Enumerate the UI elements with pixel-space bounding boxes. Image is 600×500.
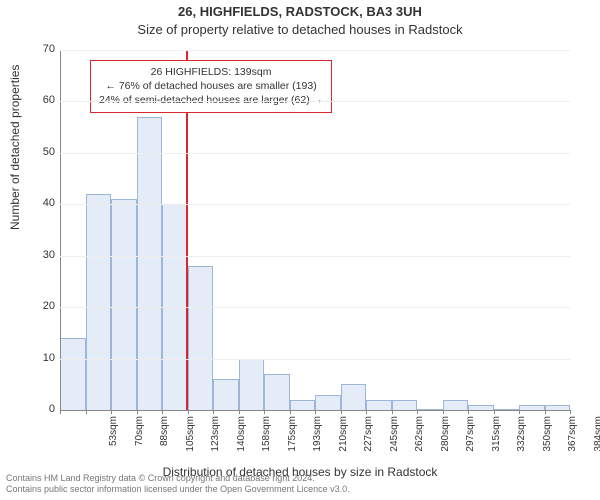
x-tick-label: 210sqm bbox=[338, 416, 349, 466]
x-tick-mark bbox=[341, 410, 342, 414]
x-tick-mark bbox=[519, 410, 520, 414]
annotation-line-larger: 24% of semi-detached houses are larger (… bbox=[99, 93, 323, 107]
x-tick-mark bbox=[162, 410, 163, 414]
x-tick-label: 158sqm bbox=[261, 416, 272, 466]
x-tick-mark bbox=[366, 410, 367, 414]
chart-title-address: 26, HIGHFIELDS, RADSTOCK, BA3 3UH bbox=[0, 4, 600, 19]
footer-line-2: Contains public sector information licen… bbox=[6, 484, 350, 496]
histogram-bar bbox=[315, 395, 341, 410]
x-tick-label: 227sqm bbox=[363, 416, 374, 466]
y-tick-label: 40 bbox=[15, 197, 55, 209]
histogram-bar bbox=[341, 384, 367, 410]
histogram-bar bbox=[86, 194, 112, 410]
y-tick-label: 10 bbox=[15, 352, 55, 364]
x-tick-label: 367sqm bbox=[567, 416, 578, 466]
x-tick-label: 123sqm bbox=[210, 416, 221, 466]
annotation-box: 26 HIGHFIELDS: 139sqm ← 76% of detached … bbox=[90, 60, 332, 113]
x-tick-mark bbox=[468, 410, 469, 414]
y-tick-label: 20 bbox=[15, 300, 55, 312]
gridline bbox=[60, 256, 570, 257]
histogram-bar bbox=[443, 400, 469, 410]
gridline bbox=[60, 153, 570, 154]
x-tick-label: 105sqm bbox=[185, 416, 196, 466]
x-tick-mark bbox=[60, 410, 61, 414]
x-tick-label: 140sqm bbox=[236, 416, 247, 466]
y-tick-label: 60 bbox=[15, 94, 55, 106]
histogram-bar bbox=[111, 199, 137, 410]
x-tick-label: 245sqm bbox=[389, 416, 400, 466]
chart-subtitle: Size of property relative to detached ho… bbox=[0, 22, 600, 37]
histogram-bar bbox=[213, 379, 239, 410]
x-tick-label: 350sqm bbox=[542, 416, 553, 466]
gridline bbox=[60, 359, 570, 360]
histogram-bar bbox=[392, 400, 418, 410]
gridline bbox=[60, 50, 570, 51]
x-tick-mark bbox=[545, 410, 546, 414]
x-tick-mark bbox=[570, 410, 571, 414]
histogram-bar bbox=[60, 338, 86, 410]
x-tick-label: 193sqm bbox=[312, 416, 323, 466]
x-tick-mark bbox=[239, 410, 240, 414]
footer-attribution: Contains HM Land Registry data © Crown c… bbox=[6, 473, 350, 496]
x-tick-mark bbox=[213, 410, 214, 414]
annotation-line-smaller: ← 76% of detached houses are smaller (19… bbox=[99, 79, 323, 93]
footer-line-1: Contains HM Land Registry data © Crown c… bbox=[6, 473, 350, 485]
x-tick-mark bbox=[264, 410, 265, 414]
y-tick-label: 0 bbox=[15, 403, 55, 415]
x-tick-label: 53sqm bbox=[108, 416, 119, 466]
histogram-bar bbox=[188, 266, 214, 410]
histogram-bar bbox=[290, 400, 316, 410]
x-tick-label: 280sqm bbox=[440, 416, 451, 466]
x-tick-mark bbox=[315, 410, 316, 414]
y-axis-line bbox=[60, 50, 61, 410]
x-tick-mark bbox=[392, 410, 393, 414]
x-tick-label: 175sqm bbox=[287, 416, 298, 466]
x-tick-mark bbox=[188, 410, 189, 414]
histogram-bar bbox=[366, 400, 392, 410]
x-tick-label: 297sqm bbox=[465, 416, 476, 466]
x-tick-mark bbox=[417, 410, 418, 414]
x-tick-mark bbox=[111, 410, 112, 414]
gridline bbox=[60, 101, 570, 102]
x-tick-label: 70sqm bbox=[134, 416, 145, 466]
gridline bbox=[60, 204, 570, 205]
x-tick-mark bbox=[137, 410, 138, 414]
x-tick-label: 262sqm bbox=[414, 416, 425, 466]
x-tick-label: 332sqm bbox=[516, 416, 527, 466]
gridline bbox=[60, 307, 570, 308]
annotation-line-property: 26 HIGHFIELDS: 139sqm bbox=[99, 65, 323, 79]
histogram-bar bbox=[137, 117, 163, 410]
x-tick-mark bbox=[494, 410, 495, 414]
x-tick-mark bbox=[290, 410, 291, 414]
x-tick-label: 384sqm bbox=[593, 416, 600, 466]
y-tick-label: 50 bbox=[15, 146, 55, 158]
x-tick-mark bbox=[443, 410, 444, 414]
y-tick-label: 70 bbox=[15, 43, 55, 55]
histogram-bar bbox=[239, 359, 265, 410]
x-tick-mark bbox=[86, 410, 87, 414]
x-tick-label: 315sqm bbox=[491, 416, 502, 466]
x-tick-label: 88sqm bbox=[159, 416, 170, 466]
y-tick-label: 30 bbox=[15, 249, 55, 261]
histogram-bar bbox=[264, 374, 290, 410]
